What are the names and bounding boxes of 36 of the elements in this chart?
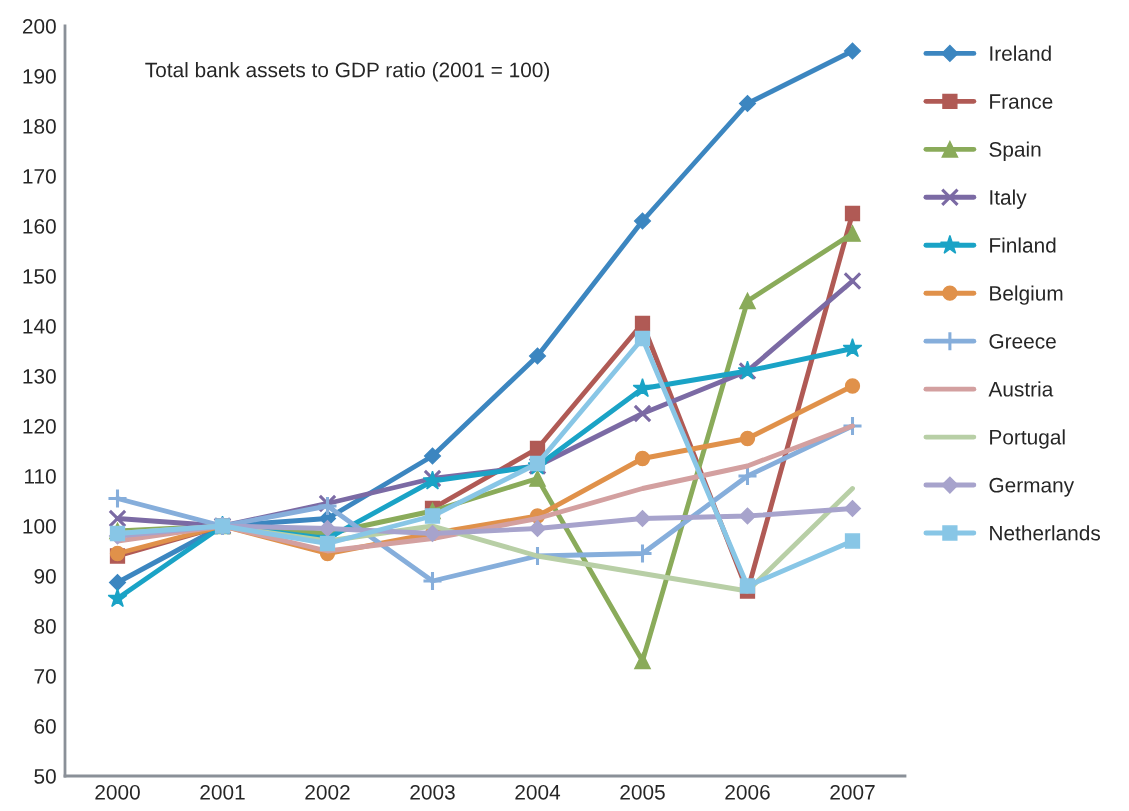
legend-label: Netherlands bbox=[990, 525, 1101, 541]
legend-label: Ireland bbox=[990, 45, 1051, 61]
text: Total bank assets to GDP ratio (2001 = 100) bbox=[145, 62, 550, 82]
y-tick-label: 70 bbox=[34, 669, 56, 684]
legend-label: Austria bbox=[988, 381, 1054, 397]
y-tick-label: 120 bbox=[23, 419, 56, 434]
y-tick-label: 140 bbox=[23, 319, 56, 334]
legend-label: Germany bbox=[989, 477, 1075, 497]
x-tick-label: 2006 bbox=[725, 784, 770, 800]
y-tick-label: 80 bbox=[34, 619, 56, 634]
x-tick-label: 2007 bbox=[830, 784, 875, 800]
legend-label: Finland bbox=[990, 237, 1056, 253]
legend-label: Spain bbox=[989, 141, 1041, 161]
y-tick-label: 110 bbox=[25, 469, 56, 484]
y-tick-label: 50 bbox=[34, 769, 56, 784]
y-tick-label: 190 bbox=[23, 69, 56, 84]
x-tick-label: 2003 bbox=[410, 784, 455, 800]
y-tick-label: 90 bbox=[34, 569, 56, 584]
legend-label: Belgium bbox=[990, 285, 1063, 305]
legend-label: France bbox=[990, 94, 1053, 109]
y-tick-label: 180 bbox=[23, 119, 56, 134]
y-tick-label: 60 bbox=[34, 719, 56, 734]
x-tick-label: 2002 bbox=[305, 784, 350, 800]
legend-label: Italy bbox=[990, 189, 1027, 209]
legend-label: Greece bbox=[989, 333, 1056, 349]
x-tick-label: 2004 bbox=[515, 784, 561, 800]
x-tick-label: 2000 bbox=[95, 784, 140, 800]
y-tick-label: 130 bbox=[23, 369, 56, 384]
y-tick-label: 200 bbox=[22, 19, 56, 34]
x-tick-label: 2001 bbox=[200, 784, 245, 800]
y-tick-label: 100 bbox=[23, 519, 56, 534]
y-tick-label: 150 bbox=[23, 269, 56, 284]
y-tick-label: 170 bbox=[23, 169, 56, 184]
y-tick-label: 160 bbox=[23, 219, 56, 234]
legend-label: Portugal bbox=[990, 429, 1065, 449]
x-tick-label: 2005 bbox=[620, 784, 665, 800]
